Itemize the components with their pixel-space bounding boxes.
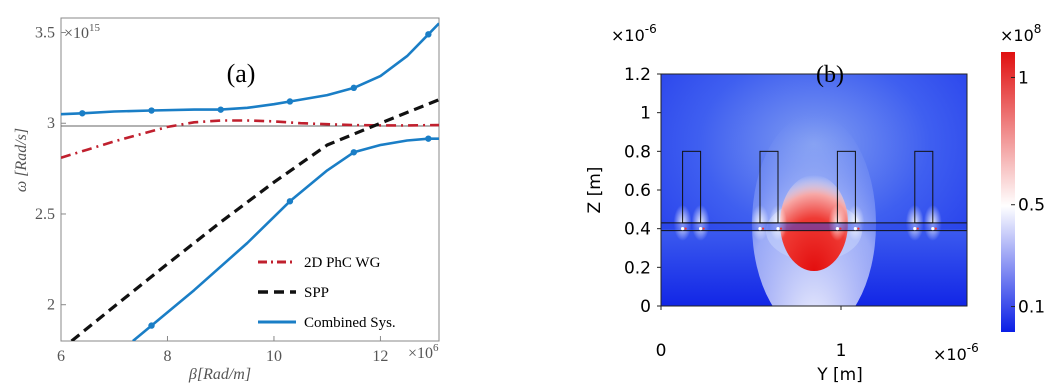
pillar-corner-dot bbox=[934, 227, 937, 230]
pillar-corner-dot bbox=[913, 227, 917, 231]
legend-label-spp: SPP bbox=[304, 285, 329, 301]
pillar-corner-dot bbox=[839, 227, 842, 230]
series-marker-2 bbox=[425, 31, 432, 38]
x-multiplier-a: ×106 bbox=[408, 342, 439, 362]
series-marker-3 bbox=[148, 322, 155, 329]
axis-ticks-a bbox=[60, 32, 381, 341]
plot-area-a bbox=[60, 17, 440, 342]
series-marker-3 bbox=[286, 198, 294, 205]
colorbar-tick-label: 0.1 bbox=[1018, 298, 1045, 318]
y-tick-label-b: 0.2 bbox=[624, 258, 651, 278]
colorbar-multiplier: ×108 bbox=[1000, 22, 1041, 45]
y-tick-label-b: 1 bbox=[640, 104, 651, 124]
series-marker-3 bbox=[350, 149, 358, 156]
legend-entry-phc: 2D PhC WG bbox=[258, 255, 381, 271]
pillar-corner-dot bbox=[761, 227, 765, 230]
y-tick-label-a: 3 bbox=[47, 115, 55, 132]
series-line-1 bbox=[70, 98, 439, 341]
field-map bbox=[661, 74, 967, 306]
tick-labels-a: 6 8 10 12 2 2.5 3 3.5 bbox=[35, 25, 388, 365]
legend-label-phc: 2D PhC WG bbox=[304, 255, 381, 271]
colorbar-tick-label: 1 bbox=[1018, 68, 1029, 88]
legend-label-combined: Combined Sys. bbox=[304, 315, 396, 331]
pillar-4 bbox=[914, 150, 934, 224]
x-tick-label-b: 0 bbox=[656, 341, 667, 361]
legend-entry-combined: Combined Sys. bbox=[258, 315, 396, 331]
panel-label-b: (b) bbox=[816, 62, 844, 88]
pillar-corner-dot bbox=[681, 227, 685, 231]
axis-ticks-b: 0 0.2 0.4 0.6 0.8 1 1.2 0 1 bbox=[624, 65, 846, 361]
x-tick-label-a: 6 bbox=[57, 348, 65, 365]
pillar-corner-dot bbox=[684, 227, 687, 230]
x-tick-label-a: 12 bbox=[372, 348, 388, 365]
series-group-a bbox=[61, 22, 439, 341]
y-tick-label-b: 1.2 bbox=[624, 65, 651, 85]
pillar-corner-dot bbox=[702, 227, 705, 230]
y-multiplier-b: ×10-6 bbox=[611, 22, 657, 45]
colorbar bbox=[1001, 52, 1015, 332]
pillar-2 bbox=[759, 150, 779, 224]
y-axis-label-b: Z [m] bbox=[585, 167, 605, 214]
colorbar-ticks: 0.1 0.5 1 bbox=[1011, 68, 1045, 318]
waveguide-structure bbox=[661, 150, 967, 232]
pillar-corner-dot bbox=[699, 227, 703, 231]
y-tick-label-b: 0.4 bbox=[624, 220, 651, 240]
x-tick-label-a: 10 bbox=[266, 348, 282, 365]
pillar-corner-dot bbox=[916, 227, 919, 230]
pillar-corner-dot bbox=[779, 227, 783, 230]
y-tick-label-b: 0.6 bbox=[624, 181, 651, 201]
y-tick-label-a: 3.5 bbox=[35, 25, 55, 42]
series-marker-2 bbox=[148, 107, 155, 114]
pillar-corner-dot bbox=[857, 227, 860, 230]
series-marker-2 bbox=[217, 106, 224, 113]
pillar-corner-dot bbox=[853, 227, 858, 231]
pillar-1 bbox=[682, 150, 702, 224]
substrate-slab-fill bbox=[661, 222, 967, 231]
series-marker-2 bbox=[350, 84, 358, 92]
y-tick-label-a: 2 bbox=[47, 297, 55, 314]
x-axis-label-a: β[Rad/m] bbox=[188, 366, 251, 383]
y-tick-label-b: 0.8 bbox=[624, 142, 651, 162]
panel-label-a: (a) bbox=[227, 59, 256, 88]
series-marker-2 bbox=[286, 98, 294, 105]
y-multiplier-a: ×1015 bbox=[64, 22, 101, 42]
pillar-corner-dot bbox=[776, 227, 780, 231]
x-tick-label-b: 1 bbox=[836, 341, 847, 361]
panel-a: 6 8 10 12 2 2.5 3 3.5 (a) ×1015 ×106 β[Rad/m] ω… bbox=[13, 17, 440, 383]
series-line-2 bbox=[61, 22, 439, 116]
y-tick-label-b: 0 bbox=[640, 297, 651, 317]
pillar-3 bbox=[836, 150, 856, 224]
x-multiplier-b: ×10-6 bbox=[933, 341, 979, 364]
pillar-corner-dot bbox=[758, 227, 762, 231]
series-line-3 bbox=[132, 137, 439, 341]
legend-a: 2D PhC WG SPP Combined Sys. bbox=[258, 255, 396, 331]
y-axis-label-a: ω [Rad/s] bbox=[13, 128, 30, 192]
legend-entry-spp: SPP bbox=[258, 285, 329, 301]
y-tick-label-a: 2.5 bbox=[35, 206, 55, 223]
x-axis-label-b: Y [m] bbox=[816, 365, 863, 383]
pillar-corner-dot bbox=[931, 227, 935, 231]
x-tick-label-a: 8 bbox=[163, 348, 171, 365]
pillar-corner-dot bbox=[835, 227, 840, 231]
series-marker-2 bbox=[79, 110, 86, 117]
colorbar-tick-label: 0.5 bbox=[1018, 196, 1045, 216]
panel-b: 0 0.2 0.4 0.6 0.8 1 1.2 0 1 (b) ×10-6 ×10-6 Y [m… bbox=[585, 22, 1045, 383]
series-marker-3 bbox=[425, 135, 432, 142]
